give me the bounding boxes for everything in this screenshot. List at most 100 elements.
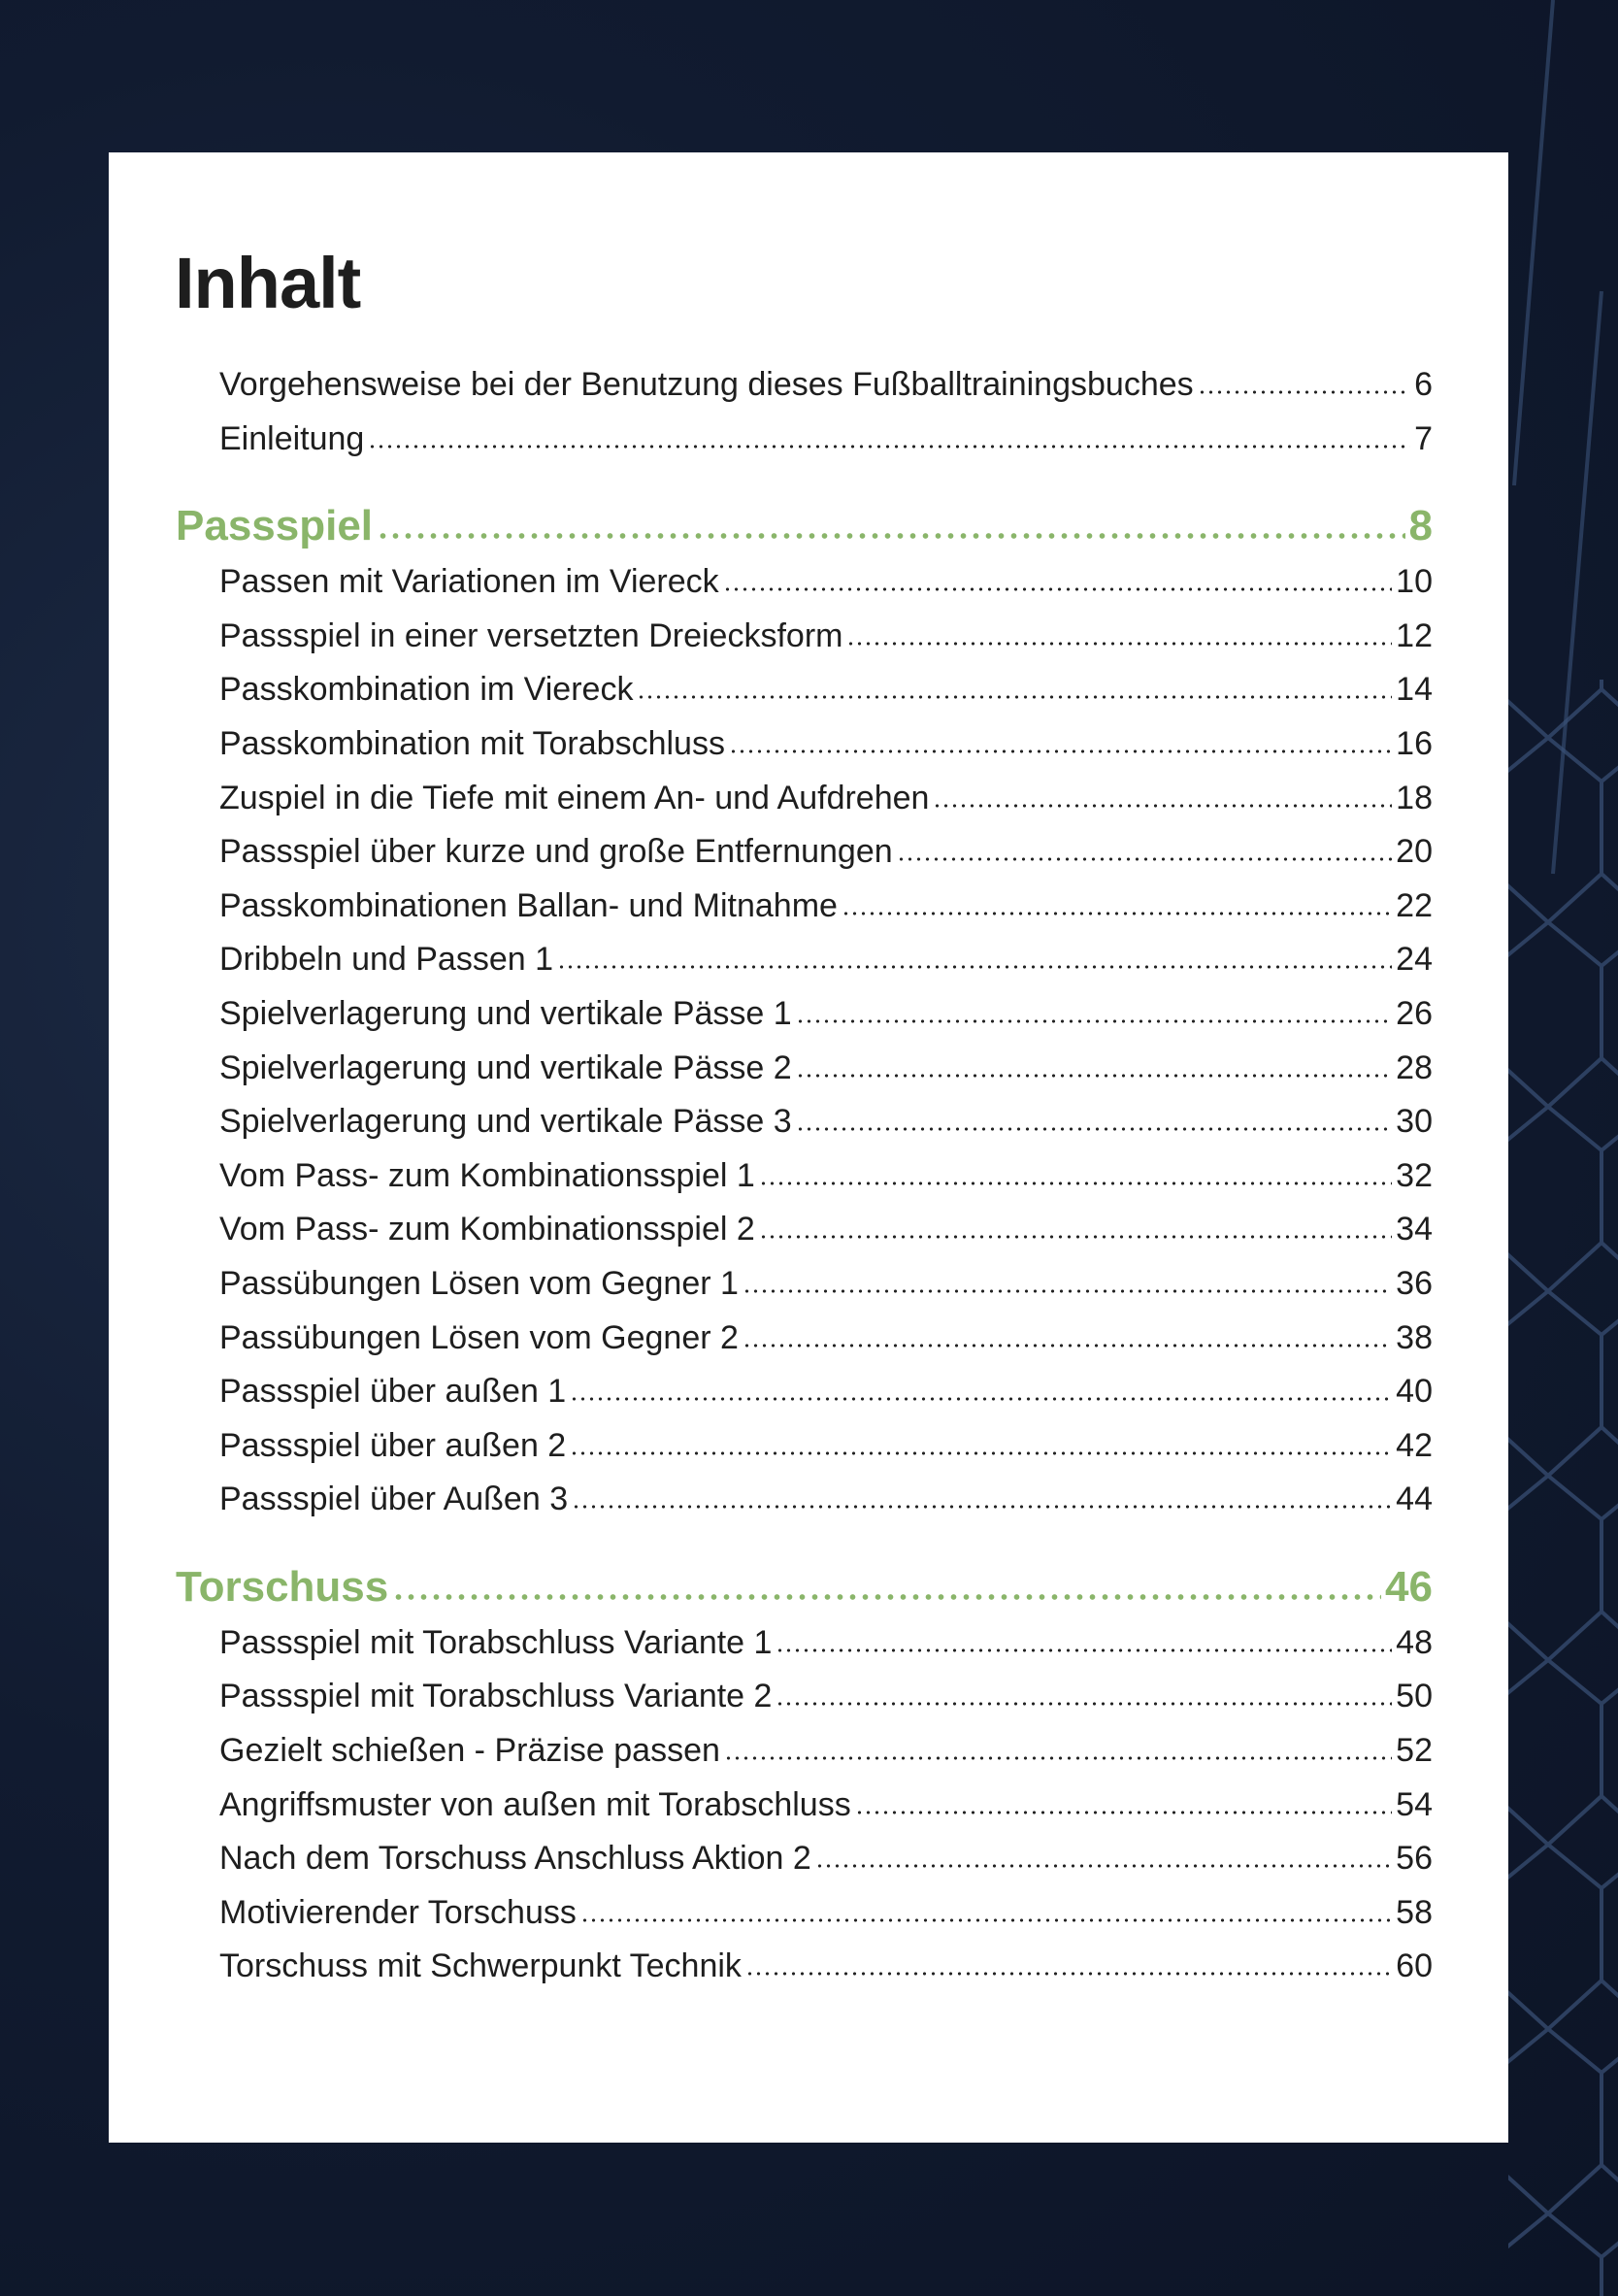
page-number: 42: [1396, 1426, 1433, 1464]
page-number: 50: [1396, 1678, 1433, 1715]
toc-entry[interactable]: Angriffsmuster von außen mit Torabschlus…: [219, 1779, 1433, 1833]
dot-leader: [1197, 389, 1411, 395]
toc-entry[interactable]: Passübungen Lösen vom Gegner 2 38: [219, 1312, 1433, 1366]
entry-title: Nach dem Torschuss Anschluss Aktion 2: [219, 1840, 811, 1878]
dot-leader: [570, 1449, 1393, 1456]
dot-leader: [742, 1287, 1393, 1294]
page-number: 48: [1396, 1623, 1433, 1661]
toc-entry[interactable]: Passübungen Lösen vom Gegner 1 36: [219, 1257, 1433, 1312]
entry-title: Vom Pass- zum Kombinationsspiel 1: [219, 1156, 755, 1194]
page-number: 30: [1396, 1103, 1433, 1141]
page-number: 54: [1396, 1785, 1433, 1823]
dot-leader: [758, 1180, 1393, 1186]
entry-title: Passspiel über kurze und große Entfernun…: [219, 833, 893, 871]
toc-entry[interactable]: Passspiel mit Torabschluss Variante 2 50: [219, 1670, 1433, 1724]
toc-entry[interactable]: Gezielt schießen - Präzise passen 52: [219, 1724, 1433, 1779]
entry-title: Passspiel mit Torabschluss Variante 2: [219, 1678, 773, 1715]
page-number: 60: [1396, 1947, 1433, 1985]
page-number: 24: [1396, 941, 1433, 979]
toc-entry[interactable]: Passkombination mit Torabschluss 16: [219, 717, 1433, 772]
entry-title: Zuspiel in die Tiefe mit einem An- und A…: [219, 779, 930, 816]
toc-entry[interactable]: Passen mit Variationen im Viereck 10: [219, 555, 1433, 610]
dot-leader: [377, 532, 1405, 541]
toc-entry[interactable]: Passspiel mit Torabschluss Variante 1 48: [219, 1616, 1433, 1671]
toc-entry[interactable]: Passkombination im Viereck 14: [219, 663, 1433, 717]
page-title: Inhalt: [175, 243, 361, 323]
page-number: 12: [1396, 616, 1433, 654]
dot-leader: [841, 910, 1393, 916]
toc-entry[interactable]: Zuspiel in die Tiefe mit einem An- und A…: [219, 772, 1433, 826]
toc-entry[interactable]: Vom Pass- zum Kombinationsspiel 1 32: [219, 1149, 1433, 1204]
page-number: 16: [1396, 724, 1433, 762]
toc-entry[interactable]: Passspiel über außen 1 40: [219, 1365, 1433, 1419]
page-number: 28: [1396, 1048, 1433, 1086]
entry-title: Spielverlagerung und vertikale Pässe 2: [219, 1048, 792, 1086]
entry-title: Passübungen Lösen vom Gegner 1: [219, 1264, 739, 1302]
dot-leader: [896, 856, 1393, 863]
entry-title: Passübungen Lösen vom Gegner 2: [219, 1318, 739, 1356]
toc-entry[interactable]: Spielverlagerung und vertikale Pässe 2 28: [219, 1042, 1433, 1096]
dot-leader: [795, 1072, 1393, 1079]
toc-page: Inhalt Vorgehensweise bei der Benutzung …: [109, 152, 1508, 2143]
page-number: 10: [1396, 563, 1433, 601]
dot-leader: [579, 1916, 1393, 1923]
entry-title: Passspiel über außen 1: [219, 1373, 567, 1411]
dot-leader: [795, 1017, 1393, 1024]
entry-title: Torschuss: [176, 1562, 389, 1611]
entry-title: Spielverlagerung und vertikale Pässe 3: [219, 1103, 792, 1141]
dot-leader: [570, 1396, 1393, 1403]
entry-title: Torschuss mit Schwerpunkt Technik: [219, 1947, 742, 1985]
page-number: 52: [1396, 1732, 1433, 1770]
entry-title: Dribbeln und Passen 1: [219, 941, 554, 979]
toc-section-heading[interactable]: Torschuss 46: [176, 1558, 1433, 1616]
entry-title: Passspiel über Außen 3: [219, 1481, 569, 1518]
page-number: 6: [1414, 366, 1433, 403]
entry-title: Passspiel mit Torabschluss Variante 1: [219, 1623, 773, 1661]
toc-entry[interactable]: Einleitung 7: [219, 413, 1433, 467]
page-number: 7: [1414, 419, 1433, 457]
dot-leader: [572, 1504, 1393, 1511]
toc-entry[interactable]: Passspiel über kurze und große Entfernun…: [219, 825, 1433, 880]
dot-leader: [744, 1971, 1393, 1978]
entry-title: Einleitung: [219, 419, 365, 457]
page-number: 26: [1396, 994, 1433, 1032]
entry-title: Angriffsmuster von außen mit Torabschlus…: [219, 1785, 851, 1823]
entry-title: Passen mit Variationen im Viereck: [219, 563, 719, 601]
toc-entry[interactable]: Dribbeln und Passen 1 24: [219, 933, 1433, 987]
dot-leader: [742, 1342, 1393, 1348]
dot-leader: [758, 1234, 1393, 1241]
page-number: 58: [1396, 1893, 1433, 1931]
dot-leader: [557, 964, 1393, 971]
toc-entry[interactable]: Spielverlagerung und vertikale Pässe 3 30: [219, 1095, 1433, 1149]
entry-title: Passkombination mit Torabschluss: [219, 724, 725, 762]
toc-entry[interactable]: Passspiel über außen 2 42: [219, 1419, 1433, 1474]
toc-entry[interactable]: Passspiel über Außen 3 44: [219, 1473, 1433, 1527]
dot-leader: [776, 1701, 1393, 1708]
entry-title: Vorgehensweise bei der Benutzung dieses …: [219, 366, 1194, 403]
toc-entry[interactable]: Torschuss mit Schwerpunkt Technik 60: [219, 1940, 1433, 1994]
entry-title: Vom Pass- zum Kombinationsspiel 2: [219, 1211, 755, 1248]
page-number: 22: [1396, 886, 1433, 924]
page-number: 34: [1396, 1211, 1433, 1248]
toc-entry[interactable]: Vorgehensweise bei der Benutzung dieses …: [219, 358, 1433, 413]
dot-leader: [728, 748, 1393, 754]
toc-section-heading[interactable]: Passspiel 8: [176, 497, 1433, 555]
entry-title: Gezielt schießen - Präzise passen: [219, 1732, 720, 1770]
dot-leader: [933, 802, 1393, 809]
entry-title: Passkombination im Viereck: [219, 671, 634, 709]
page-number: 44: [1396, 1481, 1433, 1518]
toc-entry[interactable]: Spielverlagerung und vertikale Pässe 1 26: [219, 987, 1433, 1042]
entry-title: Spielverlagerung und vertikale Pässe 1: [219, 994, 792, 1032]
dot-leader: [368, 443, 1411, 449]
entry-title: Motivierender Torschuss: [219, 1893, 577, 1931]
toc-entry[interactable]: Vom Pass- zum Kombinationsspiel 2 34: [219, 1203, 1433, 1257]
toc-entry[interactable]: Motivierender Torschuss 58: [219, 1886, 1433, 1941]
page-number: 18: [1396, 779, 1433, 816]
page-number: 20: [1396, 833, 1433, 871]
toc-entry[interactable]: Passspiel in einer versetzten Dreiecksfo…: [219, 610, 1433, 664]
toc-entry[interactable]: Passkombinationen Ballan- und Mitnahme 22: [219, 880, 1433, 934]
dot-leader: [392, 1592, 1382, 1601]
toc-entry[interactable]: Nach dem Torschuss Anschluss Aktion 2 56: [219, 1832, 1433, 1886]
dot-leader: [846, 640, 1393, 647]
